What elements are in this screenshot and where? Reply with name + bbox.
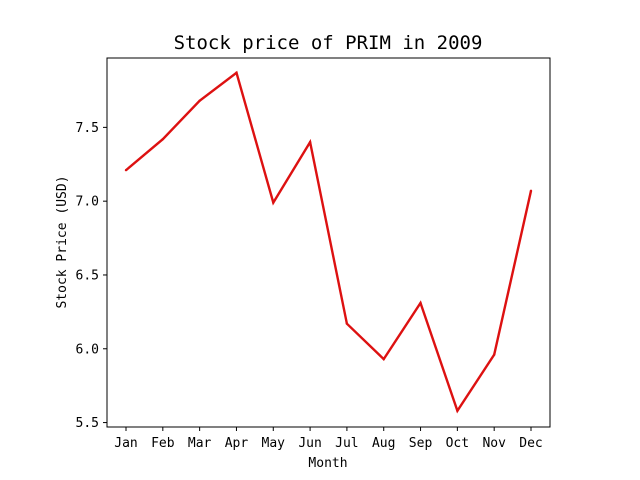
plot-frame [106,57,551,428]
data-point [419,301,422,305]
y-tick-label: 5.5 [76,416,99,431]
x-tick-label: Jun [298,436,321,451]
y-tick-label: 7.0 [76,195,99,210]
data-point [235,71,238,74]
y-tick-label: 6.5 [76,268,99,283]
y-tick-label: 7.5 [76,121,99,136]
chart-title: Stock price of PRIM in 2009 [174,32,483,54]
data-point [492,353,496,356]
x-tick-label: Jan [114,436,137,451]
x-tick-label: Dec [519,436,542,451]
x-tick-label: Oct [446,436,469,451]
x-tick-label: Jul [335,436,358,451]
x-tick-label: Aug [372,436,395,451]
data-point [272,201,275,204]
x-tick-label: Feb [151,436,175,451]
y-axis-label: Stock Price (USD) [55,175,70,308]
data-point [529,189,533,193]
series-line [125,70,533,414]
x-axis-label: Month [308,456,347,471]
data-point [345,322,349,325]
x-axis-ticks: Jan Feb Mar Apr May Jun Jul Aug Sep Oct Nov Dec [114,427,543,451]
data-point [456,409,459,412]
data-point [198,99,201,103]
x-tick-label: Mar [188,436,212,451]
y-axis-ticks: 5.5 6.0 6.5 7.0 7.5 [76,121,107,431]
x-tick-label: Apr [225,436,249,451]
data-point [161,137,165,141]
data-point [124,168,128,172]
x-tick-label: Sep [409,436,433,451]
y-tick-label: 6.0 [76,342,99,357]
data-point [308,140,312,144]
series-layer [124,70,533,414]
x-tick-label: May [262,436,286,451]
x-tick-label: Nov [482,436,506,451]
data-point [382,357,385,361]
